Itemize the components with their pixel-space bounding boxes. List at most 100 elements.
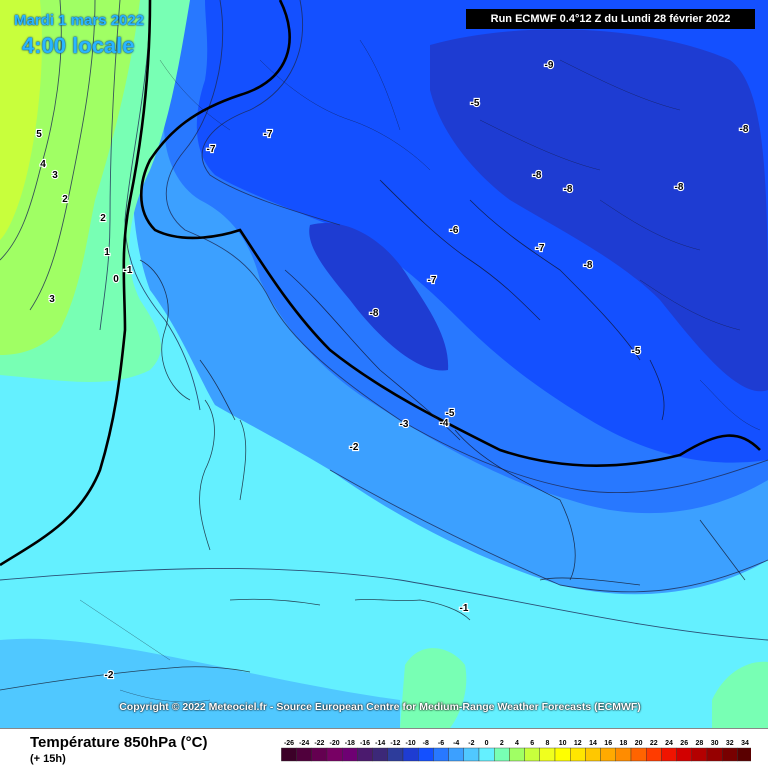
coastlines <box>0 179 746 691</box>
isotherm-label: -6 <box>450 225 459 236</box>
isotherm-label: 3 <box>52 170 58 181</box>
isotherm-label: -7 <box>428 275 437 286</box>
borders <box>79 39 761 703</box>
scale-tick-label: -6 <box>438 740 444 747</box>
scale-tick-label: 2 <box>500 740 504 747</box>
isotherm-label: 5 <box>36 129 42 140</box>
scale-tick-label: 4 <box>515 740 519 747</box>
scale-color-swatch <box>600 747 617 762</box>
scale-tick-label: -10 <box>406 740 416 747</box>
scale-color-swatch <box>372 747 388 762</box>
scale-tick-label: -22 <box>314 740 324 747</box>
scale-tick-label: 16 <box>604 740 612 747</box>
scale-color-swatch <box>722 747 738 762</box>
isotherm-label: -1 <box>124 265 133 276</box>
scale-tick-label: 14 <box>589 740 597 747</box>
isotherm-label: -4 <box>440 418 449 429</box>
forecast-time: 4:00 locale <box>22 33 135 58</box>
field-band-sw <box>0 638 400 728</box>
scale-tick-label: 6 <box>530 740 534 747</box>
scale-tick-label: 10 <box>559 740 567 747</box>
isotherm-label: 0 <box>113 274 119 285</box>
scale-color-swatch <box>433 747 449 762</box>
scale-color-swatch <box>630 747 647 762</box>
scale-tick-label: -20 <box>330 740 340 747</box>
scale-color-swatch <box>448 747 465 762</box>
isotherm-label: -8 <box>740 124 749 135</box>
scale-color-swatch <box>493 747 510 762</box>
scale-tick-label: 32 <box>726 740 734 747</box>
isotherm-label: 1 <box>104 247 110 258</box>
isotherms-bold <box>0 0 761 567</box>
scale-tick-label: -26 <box>284 740 294 747</box>
isotherm-label: -8 <box>370 308 379 319</box>
scale-tick-label: -4 <box>453 740 459 747</box>
isotherm-label: -5 <box>471 98 480 109</box>
color-scale: -26 -24 -22 -20 -18 -16 -14 -12 -10 -8 -6 -4 -2 0 2 4 6 8… <box>281 740 751 762</box>
scale-color-swatch <box>646 747 662 762</box>
scale-tick-label: 0 <box>485 740 489 747</box>
field-warm-south <box>400 648 467 728</box>
scale-color-swatch <box>539 747 556 762</box>
isotherm-label: -8 <box>533 170 542 181</box>
isotherm-label: -9 <box>545 60 554 71</box>
isotherm-label: -8 <box>584 260 593 271</box>
isotherm-label: -5 <box>446 408 455 419</box>
scale-color-swatch <box>311 747 328 762</box>
isotherm-label: -7 <box>264 129 273 140</box>
scale-tick-label: 30 <box>711 740 719 747</box>
scale-tick-label: 26 <box>680 740 688 747</box>
scale-tick-label: -14 <box>375 740 385 747</box>
scale-color-swatch <box>387 747 404 762</box>
scale-tick-label: 20 <box>635 740 643 747</box>
scale-tick-label: 34 <box>741 740 749 747</box>
forecast-date: Mardi 1 mars 2022 <box>14 12 145 29</box>
scale-tick-label: 22 <box>650 740 658 747</box>
isotherm-label: -2 <box>105 670 114 681</box>
scale-color-swatch <box>737 747 751 762</box>
scale-color-swatch <box>691 747 708 762</box>
copyright-notice: Copyright © 2022 Meteociel.fr - Source E… <box>119 701 641 713</box>
isotherm-label: -2 <box>350 442 359 453</box>
field-band-warm4 <box>0 0 42 240</box>
lead-time: (+ 15h) <box>30 753 66 765</box>
isotherm-label: -7 <box>207 144 216 155</box>
scale-tick-label: -16 <box>360 740 370 747</box>
scale-color-swatch <box>706 747 723 762</box>
scale-color-swatch <box>585 747 601 762</box>
isotherm-label: 3 <box>49 294 55 305</box>
isotherm-label: -5 <box>632 346 641 357</box>
scale-tick-label: 12 <box>574 740 582 747</box>
scale-tick-label: 24 <box>665 740 673 747</box>
temperature-map: -9 -5 -8 -7 -7 -8 -8 -8 -6 -7 -8 -7 -8 -… <box>0 0 768 728</box>
isotherm-labels: -9 -5 -8 -7 -7 -8 -8 -8 -6 -7 -8 -7 -8 -… <box>35 59 750 682</box>
scale-color-swatch <box>615 747 632 762</box>
isotherm-label: 2 <box>62 194 68 205</box>
scale-color-swatch <box>570 747 586 762</box>
scale-tick-label: -18 <box>345 740 355 747</box>
scale-color-swatch <box>402 747 419 762</box>
scale-tick-label: 8 <box>545 740 549 747</box>
scale-color-swatch <box>463 747 480 762</box>
isotherms-thin <box>0 0 768 641</box>
isotherm-label: 4 <box>40 159 46 170</box>
scale-color-swatch <box>509 747 525 762</box>
scale-color-swatch <box>281 747 297 762</box>
scale-color-swatch <box>357 747 373 762</box>
scale-tick-label: 28 <box>696 740 704 747</box>
scale-tick-label: -2 <box>468 740 474 747</box>
scale-color-swatch <box>296 747 313 762</box>
scale-color-swatch <box>661 747 677 762</box>
scale-color-swatch <box>676 747 693 762</box>
isotherm-label: -1 <box>460 603 469 614</box>
isotherm-label: -7 <box>536 243 545 254</box>
scale-color-swatch <box>417 747 434 762</box>
scale-color-swatch <box>478 747 495 762</box>
scale-color-swatch <box>326 747 343 762</box>
isotherm-label: 2 <box>100 213 106 224</box>
scale-tick-label: -12 <box>390 740 400 747</box>
isotherm-label: -8 <box>675 182 684 193</box>
scale-tick-label: -24 <box>299 740 309 747</box>
scale-color-swatch <box>524 747 541 762</box>
field-core-northeast <box>430 29 768 392</box>
